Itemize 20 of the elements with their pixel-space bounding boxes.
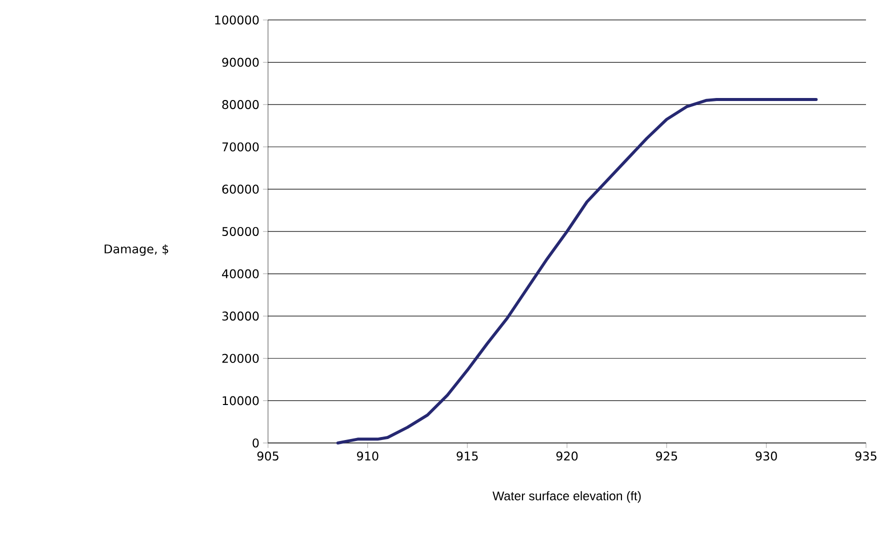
y-tick-label: 80000 — [222, 100, 259, 110]
y-tick-label: 20000 — [222, 354, 259, 363]
y-axis-title: Damage, $ — [104, 244, 168, 256]
x-tick-label: 930 — [756, 452, 777, 461]
x-axis-title: Water surface elevation (ft) — [492, 491, 641, 503]
y-tick-label: 100000 — [215, 15, 259, 25]
y-tick-label: 60000 — [222, 184, 259, 194]
x-tick-label: 935 — [855, 452, 876, 461]
y-tick-label: 40000 — [222, 269, 259, 278]
x-tick-label: 920 — [556, 452, 578, 461]
y-tick-label: 90000 — [222, 58, 259, 67]
x-tick-label: 905 — [257, 452, 278, 461]
x-tick-label: 910 — [357, 452, 378, 461]
x-tick-label: 915 — [456, 452, 478, 461]
y-tick-label: 50000 — [222, 226, 259, 236]
y-tick-label: 30000 — [222, 312, 259, 321]
y-tick-label: 0 — [252, 438, 259, 448]
x-tick-label: 925 — [656, 452, 678, 461]
y-tick-label: 10000 — [222, 396, 259, 406]
y-tick-label: 70000 — [222, 142, 259, 152]
